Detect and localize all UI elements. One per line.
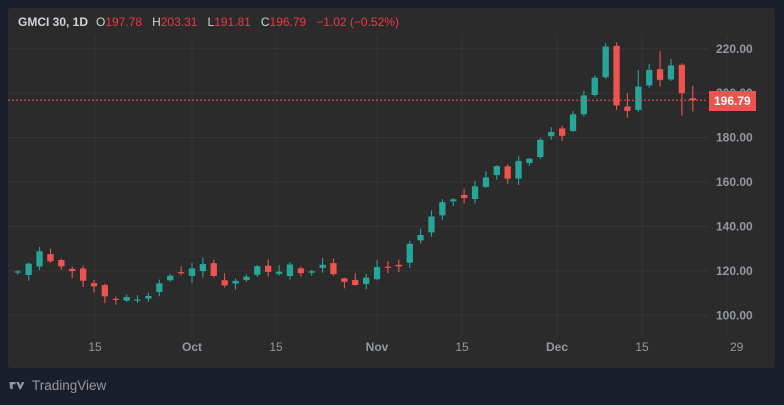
svg-text:220.00: 220.00 (716, 42, 753, 56)
svg-text:15: 15 (88, 340, 102, 354)
svg-text:29: 29 (730, 340, 744, 354)
svg-text:160.00: 160.00 (716, 175, 753, 189)
svg-text:Oct: Oct (182, 340, 202, 354)
svg-text:15: 15 (455, 340, 469, 354)
svg-text:Nov: Nov (366, 340, 389, 354)
svg-text:140.00: 140.00 (716, 220, 753, 234)
svg-text:100.00: 100.00 (716, 308, 753, 322)
svg-text:Dec: Dec (546, 340, 568, 354)
svg-text:180.00: 180.00 (716, 131, 753, 145)
svg-text:15: 15 (635, 340, 649, 354)
svg-text:15: 15 (269, 340, 283, 354)
svg-text:120.00: 120.00 (716, 264, 753, 278)
